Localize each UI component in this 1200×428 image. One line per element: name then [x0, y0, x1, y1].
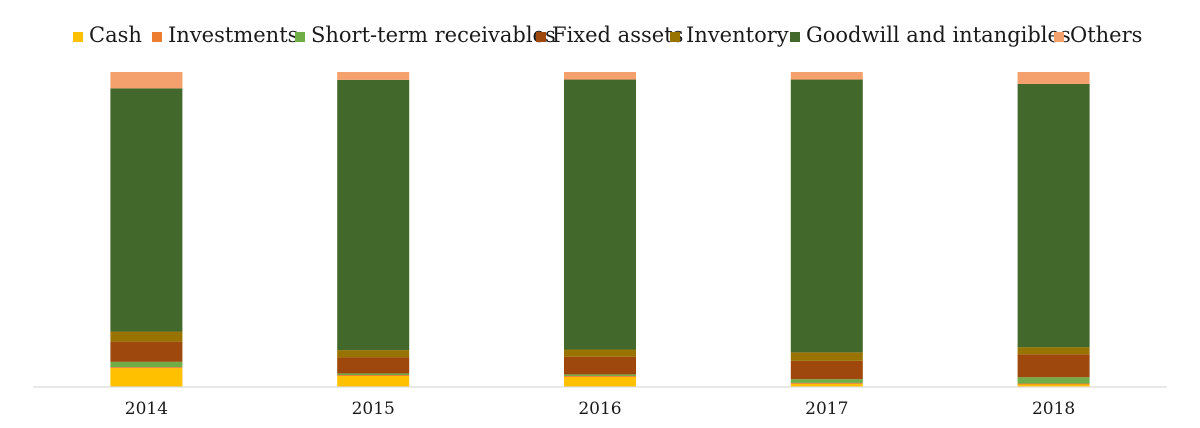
bar-segment-2018-fixed-assets: [1017, 354, 1090, 378]
x-axis-ticks: 2014 2015 2016 2017 2018: [125, 399, 1075, 419]
bar-segment-2014-inventory: [110, 331, 183, 342]
legend-item-goodwill-and-intangibles: Goodwill and intangibles: [790, 23, 1071, 47]
bar-segment-2018-cash: [1017, 384, 1090, 387]
legend-item-short-term-receivables: Short-term receivables: [295, 23, 556, 47]
bar-segment-2018-short-term-receivables: [1017, 377, 1090, 384]
bar-segment-2016-fixed-assets: [564, 356, 636, 375]
legend-swatch-cash: [73, 32, 83, 42]
bar-segment-2014-cash: [110, 368, 183, 387]
legend-label-goodwill-and-intangibles: Goodwill and intangibles: [806, 23, 1071, 47]
legend-label-cash: Cash: [89, 23, 142, 47]
bar-segment-2015-fixed-assets: [337, 357, 410, 374]
bar-segment-2016-goodwill-and-intangibles: [564, 79, 636, 350]
bar-segment-2015-cash: [337, 375, 410, 387]
legend-swatch-fixed-assets: [536, 32, 546, 42]
x-tick-label-2015: 2015: [352, 399, 395, 419]
bar-segment-2018-investments: [1017, 383, 1090, 385]
legend-item-others: Others: [1054, 23, 1142, 47]
bar-segment-2014-short-term-receivables: [110, 361, 183, 368]
legend-item-inventory: Inventory: [670, 23, 789, 47]
bar-segment-2018-goodwill-and-intangibles: [1017, 83, 1090, 348]
legend-item-investments: Investments: [152, 23, 298, 47]
bar-segment-2015-investments: [337, 375, 410, 376]
bar-segment-2016-inventory: [564, 349, 636, 357]
bar-segment-2017-cash: [790, 383, 863, 387]
bar-segment-2015-inventory: [337, 350, 410, 358]
bar-segment-2018-others: [1017, 72, 1090, 84]
bar-segment-2015-short-term-receivables: [337, 373, 410, 376]
bar-segment-2015-others: [337, 72, 410, 80]
legend-swatch-others: [1054, 32, 1064, 42]
legend-label-investments: Investments: [168, 23, 298, 47]
plot-area: [110, 72, 1090, 387]
bar-segment-2017-goodwill-and-intangibles: [790, 79, 863, 353]
x-tick-label-2014: 2014: [125, 399, 168, 419]
bar-segment-2014-investments: [110, 367, 183, 369]
bar-segment-2014-goodwill-and-intangibles: [110, 88, 183, 332]
legend-swatch-inventory: [670, 32, 680, 42]
legend-label-inventory: Inventory: [686, 23, 789, 47]
bar-segment-2017-inventory: [790, 352, 863, 361]
bar-segment-2016-short-term-receivables: [564, 374, 636, 376]
bar-segment-2017-fixed-assets: [790, 360, 863, 380]
bar-segment-2017-short-term-receivables: [790, 379, 863, 383]
legend-label-short-term-receivables: Short-term receivables: [311, 23, 556, 47]
bar-segment-2017-investments: [790, 382, 863, 384]
bar-segment-2014-fixed-assets: [110, 341, 183, 362]
legend-item-fixed-assets: Fixed assets: [536, 23, 683, 47]
legend-label-fixed-assets: Fixed assets: [552, 23, 683, 47]
x-tick-label-2017: 2017: [805, 399, 848, 419]
bar-segment-2017-others: [790, 72, 863, 80]
legend: Cash Investments Short-term receivablesFix…: [73, 23, 1142, 47]
bar-segment-2016-investments: [564, 375, 636, 377]
bar-segment-2015-goodwill-and-intangibles: [337, 79, 410, 351]
legend-swatch-goodwill-and-intangibles: [790, 32, 800, 42]
bar-segment-2016-cash: [564, 376, 636, 387]
bar-segment-2016-others: [564, 72, 636, 80]
x-tick-label-2016: 2016: [578, 399, 621, 419]
x-tick-label-2018: 2018: [1032, 399, 1075, 419]
legend-item-cash: Cash: [73, 23, 142, 47]
bar-segment-2018-inventory: [1017, 347, 1090, 355]
legend-label-others: Others: [1070, 23, 1142, 47]
bar-segment-2014-others: [110, 72, 183, 89]
legend-swatch-investments: [152, 32, 162, 42]
legend-swatch-short-term-receivables: [295, 32, 305, 42]
